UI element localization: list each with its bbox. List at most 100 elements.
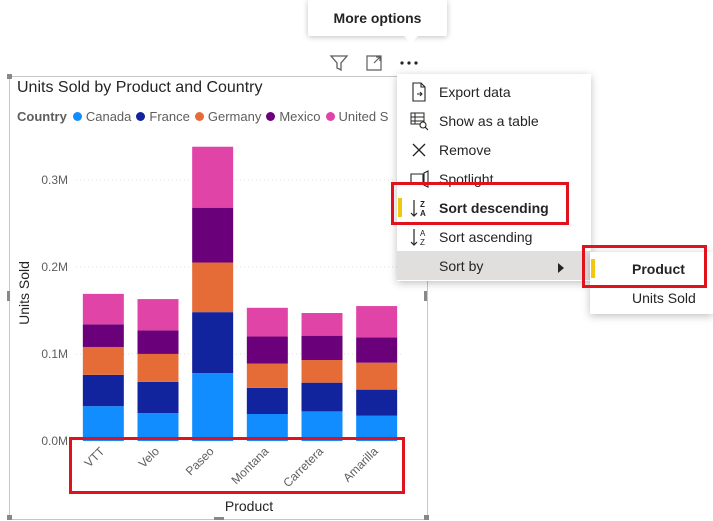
more-options-tooltip: More options [308,0,447,36]
legend-item-mexico[interactable]: Mexico [266,109,321,124]
tooltip-arrow [404,36,418,43]
bar-segment[interactable] [137,353,179,382]
menu-item-label: Spotlight [439,170,494,187]
menu-item-spotlight[interactable]: Spotlight [397,164,591,193]
selected-indicator [591,259,595,278]
svg-text:A: A [420,209,426,218]
y-tick-label: 0.3M [41,173,68,187]
bar-segment[interactable] [246,363,288,388]
chevron-right-icon [557,260,565,276]
svg-text:Z: Z [420,200,425,209]
menu-item-label: Sort by [439,257,484,274]
resize-handle[interactable] [7,291,10,301]
bar-segment[interactable] [356,337,398,363]
resize-handle[interactable] [424,291,427,301]
bar-segment[interactable] [82,293,124,325]
submenu-item-label: Units Sold [632,289,696,306]
x-tick-label: Carretera [280,444,326,490]
legend-label: Germany [207,109,262,124]
x-tick-label: VTT [82,444,108,470]
menu-item-label: Export data [439,83,511,100]
bar-segment[interactable] [301,360,343,383]
bar-segment[interactable] [246,307,288,337]
bar-segment[interactable] [192,262,234,313]
menu-item-export-data[interactable]: Export data [397,77,591,106]
bar-segment[interactable] [192,312,234,374]
bar-segment[interactable] [301,382,343,412]
y-tick-label: 0.1M [41,347,68,361]
filter-icon[interactable] [328,52,350,74]
bar-segment[interactable] [246,387,288,415]
more-options-icon[interactable] [398,52,420,74]
menu-item-label: Remove [439,141,492,158]
legend-label: United S [338,109,389,124]
menu-item-remove[interactable]: Remove [397,135,591,164]
legend-item-germany[interactable]: Germany [194,109,262,124]
legend-dot [72,112,82,121]
legend-item-united-states[interactable]: United S [325,109,389,124]
resize-handle[interactable] [7,515,12,520]
legend-label: France [149,109,190,124]
legend-label: Mexico [279,109,321,124]
legend-dot [325,112,335,121]
bar-segment[interactable] [356,306,398,338]
submenu-item-label: Product [632,260,685,277]
bar-segment[interactable] [82,406,124,441]
bar-segment[interactable] [301,313,343,336]
bar-segment[interactable] [82,346,124,375]
menu-item-label: Sort descending [439,199,549,216]
bar-segment[interactable] [301,411,343,441]
x-tick-label: Paseo [183,444,217,478]
svg-text:Z: Z [420,238,425,247]
submenu-item-units-sold[interactable]: Units Sold [590,283,713,312]
bar-segment[interactable] [137,413,179,441]
legend-dot [194,112,204,121]
bar-segment[interactable] [82,374,124,407]
bar-segment[interactable] [356,415,398,441]
resize-handle[interactable] [214,517,224,520]
legend-item-france[interactable]: France [136,109,190,124]
x-axis-title: Product [225,498,273,514]
bar-segment[interactable] [301,335,343,361]
bar-segment[interactable] [246,336,288,364]
menu-item-sort-by[interactable]: Sort by [397,251,591,280]
bar-segment[interactable] [192,207,234,263]
bar-segment[interactable] [192,146,234,208]
menu-item-label: Sort ascending [439,228,533,245]
y-tick-label: 0.0M [41,434,68,448]
submenu-item-product[interactable]: Product [590,254,713,283]
bar-segment[interactable] [137,299,179,331]
more-options-menu: Export data Show as a table Remove Spotl… [397,74,591,281]
selected-indicator [398,198,402,217]
legend-item-canada[interactable]: Canada [72,109,132,124]
bar-segment[interactable] [192,373,234,441]
focus-mode-icon[interactable] [363,52,385,74]
bar-segment[interactable] [137,330,179,354]
export-icon [409,81,429,102]
resize-handle[interactable] [7,74,12,79]
close-icon [409,140,429,160]
bar-segment[interactable] [356,389,398,416]
menu-item-show-as-table[interactable]: Show as a table [397,106,591,135]
legend-title: Country [17,109,67,124]
x-tick-label: Amarilla [340,444,381,485]
sort-by-submenu: Product Units Sold [590,252,713,314]
legend-label: Canada [85,109,132,124]
chart-title: Units Sold by Product and Country [17,79,263,96]
legend-dot [266,112,276,121]
bar-segment[interactable] [82,324,124,347]
y-axis-title: Units Sold [16,261,32,325]
resize-handle[interactable] [424,515,429,520]
x-tick-label: Velo [136,444,163,471]
tooltip-text: More options [333,10,422,26]
spotlight-icon [409,169,429,189]
bar-segment[interactable] [137,381,179,414]
bar-segment[interactable] [356,362,398,390]
chart-legend: Country Canada France Germany Mexico Uni… [17,109,393,124]
bar-segment[interactable] [246,414,288,441]
